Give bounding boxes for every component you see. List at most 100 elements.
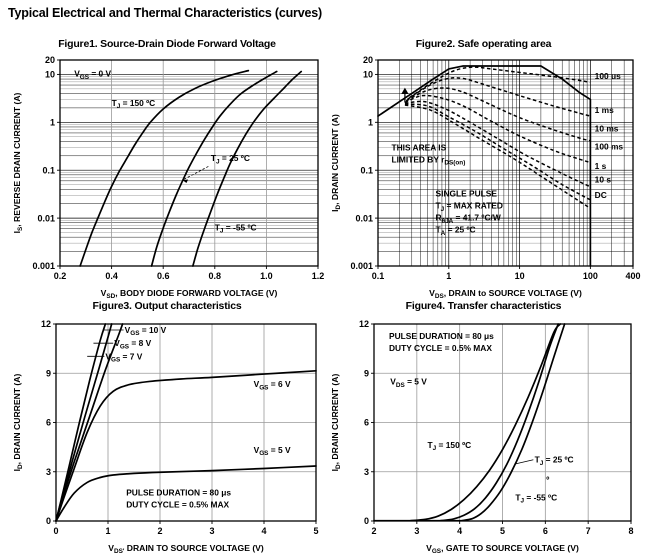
fig2-limit-arrow-icon	[401, 87, 409, 103]
figure-3-title: Figure3. Output characteristics	[92, 300, 242, 312]
fig4-xtick-7: 7	[586, 526, 591, 536]
fig1-ytick-0.001: 0.001	[32, 261, 55, 271]
fig2-svg: 0.1 1 10 100 400 20 10 1 0.1 0.01 0.001 VDS, DRAIN …	[330, 55, 641, 298]
figure-4: Figure4. Transfer characteristics 2 3 4 5 6 7…	[326, 300, 641, 553]
fig4-ytick-12: 12	[359, 319, 369, 329]
fig2-ytick-10: 10	[363, 70, 373, 80]
fig3-ytick-6: 6	[46, 418, 51, 428]
fig4-curves	[373, 323, 566, 522]
fig2-pulse-curve-10-s	[404, 103, 591, 201]
fig3-xtick-1: 1	[105, 526, 110, 536]
fig1-tj25-leader	[182, 166, 209, 181]
fig4-note-0: PULSE DURATION = 80 μs	[389, 331, 494, 341]
fig1-tj-25-label: TJ = 25 ºC	[211, 153, 250, 165]
fig1-svg: 0.2 0.4 0.6 0.8 1.0 1.2 20 10 1 0.1 0.01 0.001 VSD, …	[12, 55, 324, 298]
fig4-curve-TJ-=-150-C	[409, 323, 562, 522]
fig1-ytick-0.1: 0.1	[42, 165, 55, 175]
figure-4-title: Figure4. Transfer characteristics	[405, 300, 562, 312]
fig3-vgs-5-label: VGS = 5 V	[254, 445, 291, 457]
fig3-ytick-12: 12	[41, 319, 51, 329]
fig2-time-label-1-s: 1 s	[595, 161, 607, 171]
fig4-xtick-3: 3	[414, 526, 419, 536]
fig4-ytick-6: 6	[364, 418, 369, 428]
fig2-xaxis-title: VDS, DRAIN to SOURCE VOLTAGE (V)	[429, 288, 582, 298]
fig1-vgs-note: VGS = 0 V	[74, 69, 111, 81]
fig4-xtick-8: 8	[628, 526, 633, 536]
fig3-curve-VGS-=-6-V	[55, 369, 317, 522]
fig4-tj25-leader	[514, 459, 534, 465]
fig4-ytick-0: 0	[364, 516, 369, 526]
fig3-ytick-3: 3	[46, 467, 51, 477]
fig4-xtick-4: 4	[457, 526, 462, 536]
fig2-time-label-DC: DC	[595, 190, 607, 200]
fig3-vgs-10-label: VGS = 10 V	[125, 325, 167, 337]
fig3-ytick-9: 9	[46, 368, 51, 378]
fig4-gridlines	[374, 323, 631, 522]
fig2-ytick-1: 1	[368, 118, 373, 128]
fig1-tj-150-label: TJ = 150 ºC	[112, 98, 156, 110]
fig4-yaxis-title: ID, DRAIN CURRENT (A)	[330, 374, 342, 472]
fig2-xtick-100: 100	[583, 271, 598, 281]
fig4-tj-25-label: TJ = 25 ºC	[535, 455, 574, 467]
fig1-ytick-10: 10	[45, 70, 55, 80]
fig1-curves	[79, 69, 303, 267]
fig1-ytick-20: 20	[45, 55, 55, 65]
fig3-curves	[55, 323, 317, 522]
fig2-time-label-10-s: 10 s	[595, 175, 612, 185]
fig4-annotations: VDS = 5 V TJ = 150 ºC TJ = 25 ºC TJ = -55 º…	[389, 331, 574, 505]
fig3-xtick-5: 5	[313, 526, 318, 536]
fig1-curve-0	[79, 69, 250, 267]
fig3-xtick-4: 4	[261, 526, 266, 536]
figure-2-title: Figure2. Safe operating area	[415, 38, 552, 50]
fig3-xtick-0: 0	[53, 526, 58, 536]
fig1-yaxis-title: IS, REVERSE DRAIN CURRENT (A)	[12, 92, 24, 233]
fig3-vgs-7-label: VGS = 7 V	[105, 351, 142, 363]
fig2-time-label-100-ms: 100 ms	[595, 142, 624, 152]
fig2-curves	[377, 65, 592, 267]
fig2-time-label-10-ms: 10 ms	[595, 123, 619, 133]
fig4-curve-TJ-=--55-C	[460, 323, 566, 522]
fig2-plot-frame	[377, 59, 634, 267]
fig2-axis-labels: 0.1 1 10 100 400 20 10 1 0.1 0.01 0.001 VDS, DRAIN …	[330, 55, 641, 298]
fig1-axis-labels: 0.2 0.4 0.6 0.8 1.0 1.2 20 10 1 0.1 0.01 0.001 VSD, …	[12, 55, 324, 298]
fig3-vgs-6-label: VGS = 6 V	[254, 379, 291, 391]
fig1-xaxis-title: VSD, BODY DIODE FORWARD VOLTAGE (V)	[101, 288, 278, 298]
fig3-vgs-8-label: VGS = 8 V	[114, 338, 151, 350]
figure-3-chart: 0 1 2 3 4 5 0 3 6 9 12 VDS' DRAIN TO SOURCE VOLTAGE…	[8, 314, 326, 553]
fig2-xtick-10: 10	[515, 271, 525, 281]
fig3-ytick-0: 0	[46, 516, 51, 526]
fig4-svg: 2 3 4 5 6 7 8 0 3 6 9 12 VGS, GATE TO SOURCE VOLTAGE…	[330, 319, 634, 553]
fig2-pulse-curve-DC	[404, 104, 591, 209]
fig3-xaxis-title: VDS' DRAIN TO SOURCE VOLTAGE (V)	[108, 543, 264, 553]
fig2-time-label-100-us: 100 us	[595, 71, 621, 81]
figure-1: Figure1. Source-Drain Diode Forward Volt…	[8, 38, 326, 298]
fig2-pulse-curve-1-s	[404, 100, 591, 188]
fig4-note-1: DUTY CYCLE = 0.5% MAX	[389, 343, 492, 353]
fig4-xtick-5: 5	[500, 526, 505, 536]
fig1-xtick-0.6: 0.6	[157, 271, 170, 281]
fig2-note-1: TJ = MAX RATED	[436, 201, 503, 213]
fig1-xtick-0.8: 0.8	[209, 271, 222, 281]
fig2-note-0: SINGLE PULSE	[436, 189, 498, 199]
fig4-xtick-6: 6	[543, 526, 548, 536]
fig2-xtick-0.1: 0.1	[372, 271, 385, 281]
figure-2-chart: 0.1 1 10 100 400 20 10 1 0.1 0.01 0.001 VDS, DRAIN …	[326, 52, 641, 298]
fig4-degree-mark: º	[546, 474, 549, 484]
fig3-yaxis-title: ID, DRAIN CURRENT (A)	[12, 374, 24, 472]
fig2-xtick-1: 1	[446, 271, 451, 281]
fig1-curve-2	[192, 70, 303, 267]
fig2-limited-note-0: THIS AREA IS	[391, 142, 446, 152]
fig3-xtick-3: 3	[209, 526, 214, 536]
fig2-ytick-0.1: 0.1	[360, 165, 373, 175]
fig1-xtick-1.2: 1.2	[312, 271, 325, 281]
fig3-xtick-2: 2	[157, 526, 162, 536]
fig4-tj-150-label: TJ = 150 ºC	[428, 440, 472, 452]
fig2-ytick-0.001: 0.001	[350, 261, 373, 271]
fig2-time-label-1-ms: 1 ms	[595, 105, 614, 115]
fig1-xtick-0.2: 0.2	[54, 271, 67, 281]
fig1-annotations: VGS = 0 V TJ = 150 ºC TJ = 25 ºC TJ = -55 º…	[74, 69, 256, 235]
fig1-ytick-1: 1	[50, 118, 55, 128]
fig1-tj-m55-label: TJ = -55 ºC	[215, 223, 257, 235]
